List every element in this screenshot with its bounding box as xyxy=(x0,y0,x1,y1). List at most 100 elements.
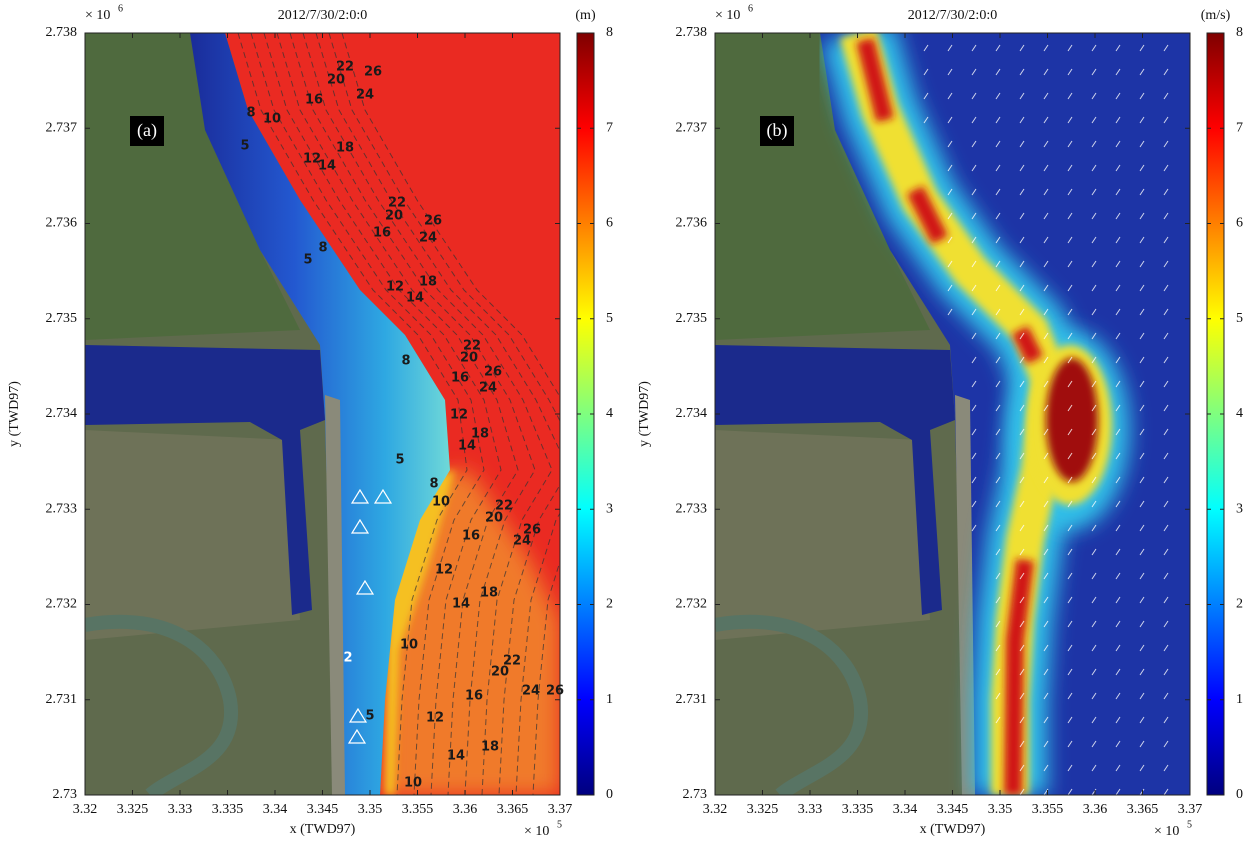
x-tick-label: 3.325 xyxy=(117,802,149,817)
x-axis-label: x (TWD97) xyxy=(290,822,356,837)
contour-label: 24 xyxy=(419,231,437,246)
y-scale-exp: 6 xyxy=(118,3,123,14)
colorbar-tick-label: 1 xyxy=(1236,692,1243,707)
x-tick-label: 3.355 xyxy=(402,802,434,817)
y-tick-label: 2.731 xyxy=(46,692,78,707)
contour-label: 14 xyxy=(458,439,476,454)
farmland xyxy=(715,430,930,640)
colorbar-tick-label: 2 xyxy=(1236,597,1243,612)
colorbar-tick-label: 5 xyxy=(1236,311,1243,326)
colorbar-tick-label: 1 xyxy=(606,692,613,707)
y-tick-label: 2.738 xyxy=(676,25,708,40)
map-b-wrap xyxy=(715,33,1190,795)
x-tick-label: 3.37 xyxy=(1178,802,1203,817)
y-tick-label: 2.736 xyxy=(46,216,78,231)
panel-label: (b) xyxy=(767,120,788,141)
contour-label: 10 xyxy=(263,112,281,127)
colorbar-tick-label: 2 xyxy=(606,597,613,612)
contour-label: 8 xyxy=(429,477,438,492)
y-tick-label: 2.734 xyxy=(676,406,708,421)
contour-label: 8 xyxy=(401,354,410,369)
x-scale-exp: 5 xyxy=(1187,819,1192,830)
colorbar-label: (m/s) xyxy=(1201,8,1231,23)
contour-label: 16 xyxy=(373,226,391,241)
y-tick-label: 2.73 xyxy=(53,787,78,802)
contour-label: 10 xyxy=(404,776,422,791)
y-tick-label: 2.738 xyxy=(46,25,78,40)
colorbar-tick-label: 7 xyxy=(1236,120,1243,135)
page: {"chart_data": [ {"type": "map", "title"… xyxy=(0,0,1255,843)
colorbar-tick-label: 3 xyxy=(1236,501,1243,516)
colorbar-tick-label: 3 xyxy=(606,501,613,516)
contour-label: 26 xyxy=(484,365,502,380)
x-tick-label: 3.35 xyxy=(988,802,1013,817)
colorbar-tick-label: 0 xyxy=(1236,787,1243,802)
y-tick-label: 2.73 xyxy=(683,787,708,802)
y-tick-label: 2.733 xyxy=(676,501,708,516)
contour-label: 16 xyxy=(462,529,480,544)
map-b xyxy=(715,33,1190,795)
x-tick-label: 3.355 xyxy=(1032,802,1064,817)
y-tick-label: 2.732 xyxy=(46,597,78,612)
colorbar-tick-label: 8 xyxy=(1236,25,1243,40)
y-axis-label: y (TWD97) xyxy=(7,381,22,447)
x-tick-label: 3.365 xyxy=(1127,802,1159,817)
contour-label: 24 xyxy=(513,534,531,549)
contour-label: 26 xyxy=(364,65,382,80)
contour-label: 16 xyxy=(451,371,469,386)
contour-label: 14 xyxy=(452,597,470,612)
x-tick-label: 3.335 xyxy=(212,802,244,817)
x-tick-label: 3.345 xyxy=(937,802,969,817)
contour-label: 10 xyxy=(432,495,450,510)
y-tick-label: 2.734 xyxy=(46,406,78,421)
colorbar-tick-label: 6 xyxy=(1236,216,1243,231)
contour-label: 20 xyxy=(385,209,403,224)
colorbar-tick-label: 4 xyxy=(606,406,613,421)
y-tick-label: 2.737 xyxy=(676,120,708,135)
contour-label: 18 xyxy=(480,586,498,601)
current-core xyxy=(1046,358,1098,482)
colorbar-tick-label: 4 xyxy=(1236,406,1243,421)
x-tick-label: 3.33 xyxy=(168,802,193,817)
x-tick-label: 3.335 xyxy=(842,802,874,817)
x-tick-label: 3.35 xyxy=(358,802,383,817)
x-scale: × 10 xyxy=(1154,824,1179,839)
chart-title: 2012/7/30/2:0:0 xyxy=(908,8,997,23)
contour-label: 5 xyxy=(395,453,404,468)
contour-label: 8 xyxy=(246,106,255,121)
x-tick-label: 3.32 xyxy=(703,802,728,817)
y-axis-label: y (TWD97) xyxy=(637,381,652,447)
colorbar-tick-label: 5 xyxy=(606,311,613,326)
x-tick-label: 3.34 xyxy=(893,802,918,817)
y-scale-exp: 6 xyxy=(748,3,753,14)
figure: 3.323.3253.333.3353.343.3453.353.3553.36… xyxy=(0,0,1255,843)
colorbar-tick-label: 0 xyxy=(606,787,613,802)
x-tick-label: 3.33 xyxy=(798,802,823,817)
contour-label: 2 xyxy=(343,651,352,666)
colorbar-tick-label: 6 xyxy=(606,216,613,231)
contour-label: 14 xyxy=(447,749,465,764)
y-scale: × 10 xyxy=(85,8,110,23)
x-tick-label: 3.36 xyxy=(453,802,478,817)
y-tick-label: 2.735 xyxy=(46,311,78,326)
contour-label: 24 xyxy=(479,381,497,396)
contour-label: 18 xyxy=(481,740,499,755)
colorbar-label: (m) xyxy=(575,8,596,23)
contour-label: 10 xyxy=(400,638,418,653)
x-tick-label: 3.32 xyxy=(73,802,98,817)
contour-label: 5 xyxy=(303,253,312,268)
y-tick-label: 2.731 xyxy=(676,692,708,707)
contour-label: 14 xyxy=(406,291,424,306)
contour-label: 5 xyxy=(240,139,249,154)
contour-label: 26 xyxy=(424,214,442,229)
contour-label: 20 xyxy=(485,511,503,526)
x-tick-label: 3.37 xyxy=(548,802,573,817)
contour-label: 18 xyxy=(336,141,354,156)
contour-label: 20 xyxy=(460,351,478,366)
x-tick-label: 3.345 xyxy=(307,802,339,817)
x-axis-label: x (TWD97) xyxy=(920,822,986,837)
x-scale-exp: 5 xyxy=(557,819,562,830)
x-tick-label: 3.36 xyxy=(1083,802,1108,817)
contour-label: 20 xyxy=(491,665,509,680)
y-tick-label: 2.733 xyxy=(46,501,78,516)
